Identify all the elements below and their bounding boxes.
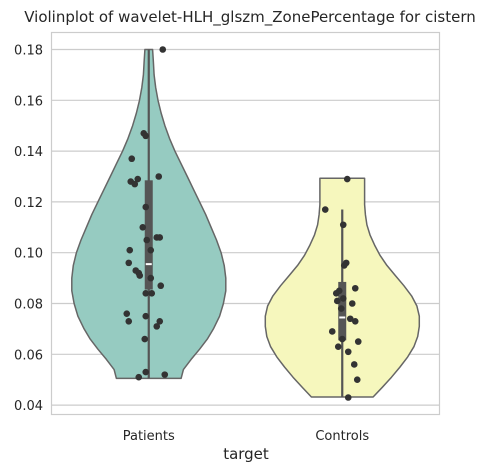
data-point-controls — [340, 262, 348, 269]
data-point-patients — [143, 236, 151, 244]
data-point-controls — [332, 290, 340, 297]
data-point-patients — [134, 175, 142, 183]
data-point-patients — [156, 317, 164, 325]
x-tick-label: Patients — [123, 429, 175, 444]
y-tick-label: 0.08 — [14, 298, 43, 313]
data-point-patients — [142, 132, 150, 140]
y-tick-label: 0.10 — [14, 247, 43, 262]
data-point-patients — [136, 272, 144, 279]
data-point-controls — [353, 376, 361, 384]
data-point-controls — [334, 343, 342, 350]
data-point-controls — [333, 297, 341, 305]
data-point-patients — [125, 317, 133, 325]
data-point-controls — [339, 221, 347, 229]
data-point-patients — [153, 323, 161, 330]
y-axis-ticks: 0.04 0.06 0.08 0.10 0.12 0.14 0.16 0.18 — [14, 44, 43, 415]
data-point-patients — [142, 290, 150, 297]
data-point-patients — [125, 259, 133, 267]
data-point-controls — [350, 361, 358, 368]
data-point-controls — [339, 295, 347, 302]
y-tick-label: 0.14 — [14, 145, 43, 160]
data-point-patients — [157, 282, 165, 290]
data-point-patients — [155, 173, 163, 180]
iqr-box-patients — [144, 180, 153, 290]
data-point-patients — [147, 246, 155, 254]
data-point-controls — [348, 300, 356, 307]
data-point-patients — [148, 290, 156, 297]
data-point-patients — [126, 246, 134, 254]
data-point-patients — [159, 46, 167, 53]
data-point-patients — [128, 155, 136, 163]
strip-points — [123, 46, 362, 401]
data-point-patients — [141, 335, 149, 343]
data-point-controls — [344, 394, 352, 401]
data-point-patients — [139, 224, 147, 231]
data-point-patients — [161, 371, 169, 378]
x-axis-label: target — [223, 445, 269, 463]
data-point-controls — [337, 305, 345, 312]
violins — [71, 48, 421, 398]
data-point-patients — [142, 312, 150, 320]
x-axis-ticks: Patients Controls — [123, 429, 370, 444]
data-point-patients — [156, 234, 164, 241]
data-point-controls — [328, 328, 336, 335]
y-tick-label: 0.12 — [14, 196, 43, 211]
data-point-controls — [344, 348, 352, 356]
data-point-patients — [147, 274, 155, 282]
data-point-patients — [131, 180, 139, 188]
x-tick-label: Controls — [315, 429, 369, 444]
y-tick-label: 0.16 — [14, 94, 43, 109]
data-point-controls — [351, 317, 359, 325]
data-point-patients — [135, 373, 143, 381]
data-point-controls — [338, 335, 346, 343]
y-tick-label: 0.04 — [14, 399, 43, 414]
data-point-patients — [142, 368, 150, 376]
chart-title: Violinplot of wavelet-HLH_glszm_ZonePerc… — [24, 8, 476, 27]
data-point-controls — [321, 206, 329, 213]
data-point-controls — [354, 338, 362, 345]
plot-frame — [50, 31, 441, 416]
data-point-controls — [343, 175, 351, 183]
data-point-patients — [142, 203, 150, 211]
data-point-patients — [123, 310, 131, 317]
data-point-controls — [351, 284, 359, 292]
y-tick-label: 0.06 — [14, 348, 43, 363]
data-point-controls — [346, 315, 354, 323]
y-tick-label: 0.18 — [14, 44, 43, 59]
